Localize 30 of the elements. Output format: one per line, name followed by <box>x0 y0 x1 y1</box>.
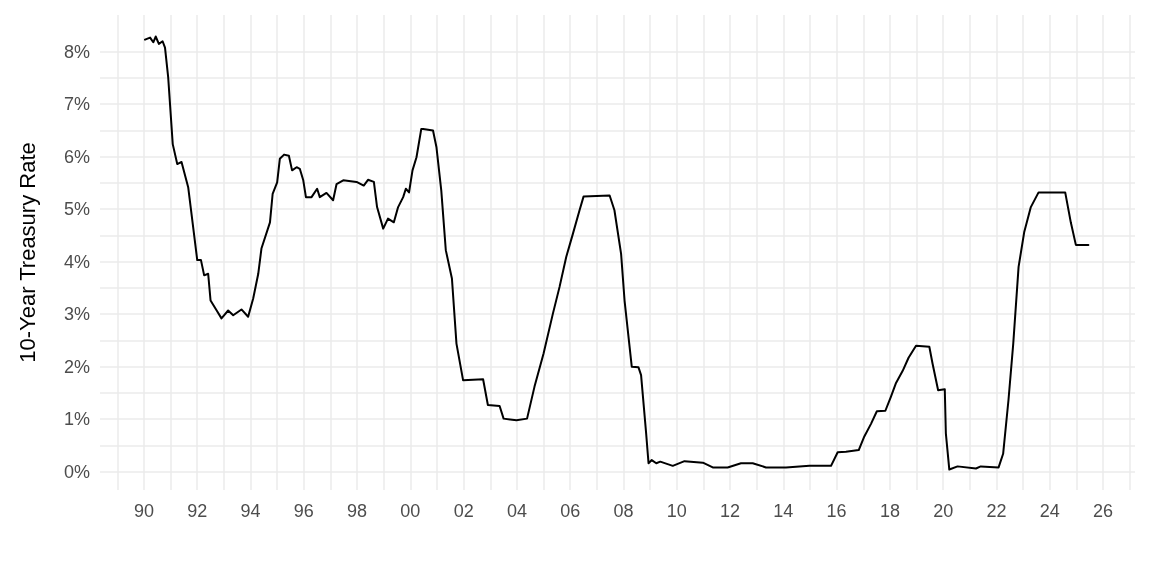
x-tick-label: 06 <box>560 501 581 521</box>
x-tick-label: 04 <box>506 501 527 521</box>
y-tick-label: 3% <box>63 304 90 325</box>
line-series <box>144 35 1090 471</box>
y-tick-label: 1% <box>63 409 90 430</box>
x-tick-label: 12 <box>720 501 741 521</box>
y-axis-title: 10-Year Treasury Rate <box>14 142 40 363</box>
x-tick-label: 24 <box>1039 501 1060 521</box>
x-tick-label: 20 <box>933 501 954 521</box>
x-tick-label: 90 <box>133 501 154 521</box>
x-tick-label: 22 <box>986 501 1007 521</box>
x-tick-label: 18 <box>879 501 900 521</box>
y-tick-label: 4% <box>63 251 90 272</box>
y-tick-label: 5% <box>63 199 90 220</box>
y-tick-label: 7% <box>63 94 90 115</box>
x-tick-label: 00 <box>400 501 421 521</box>
x-tick-label: 14 <box>773 501 794 521</box>
y-tick-label: 8% <box>63 41 90 62</box>
x-tick-label: 98 <box>347 501 368 521</box>
x-tick-label: 96 <box>293 501 314 521</box>
x-tick-label: 10 <box>666 501 687 521</box>
y-tick-label: 2% <box>63 356 90 377</box>
x-tick-label: 92 <box>187 501 208 521</box>
x-tick-label: 02 <box>453 501 474 521</box>
x-tick-label: 26 <box>1093 501 1114 521</box>
x-tick-label: 08 <box>613 501 634 521</box>
x-tick-label: 94 <box>240 501 261 521</box>
y-tick-label: 6% <box>63 146 90 167</box>
x-tick-label: 16 <box>826 501 847 521</box>
y-tick-label: 0% <box>63 461 90 482</box>
